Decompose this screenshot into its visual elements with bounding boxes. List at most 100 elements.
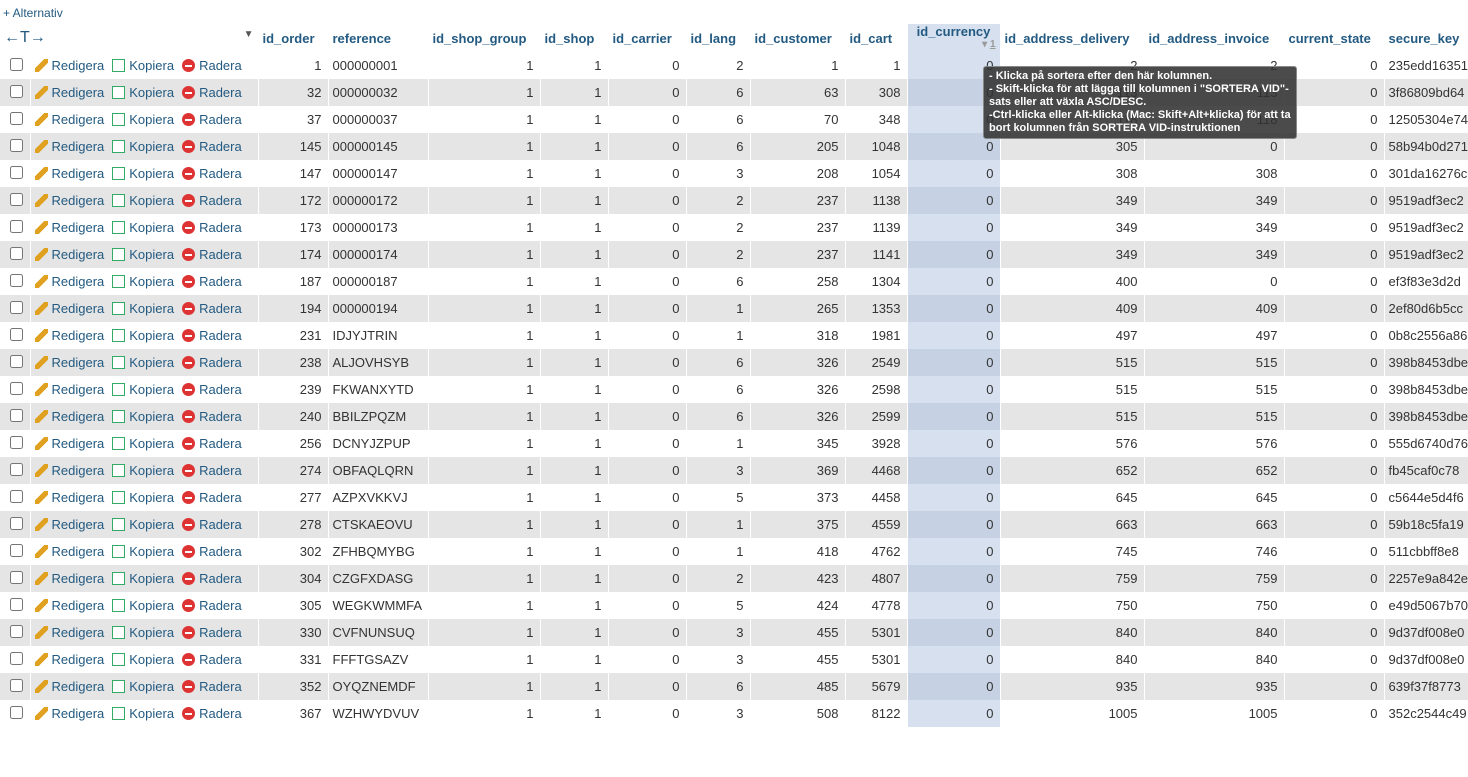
- action-link[interactable]: Kopiera: [112, 679, 174, 694]
- column-header-link[interactable]: id_shop: [544, 30, 595, 46]
- action-link[interactable]: Radera: [182, 409, 242, 424]
- action-label[interactable]: Radera: [199, 355, 242, 370]
- column-header-link[interactable]: id_address_delivery: [1004, 30, 1130, 46]
- action-label[interactable]: Redigera: [51, 328, 105, 343]
- action-label[interactable]: Radera: [199, 328, 242, 343]
- action-label[interactable]: Kopiera: [129, 85, 175, 100]
- action-link[interactable]: Redigera: [34, 463, 105, 478]
- action-label[interactable]: Radera: [199, 598, 242, 613]
- action-label[interactable]: Redigera: [51, 463, 105, 478]
- action-label[interactable]: Redigera: [51, 301, 105, 316]
- action-label[interactable]: Kopiera: [129, 679, 175, 694]
- action-label[interactable]: Radera: [199, 544, 242, 559]
- action-link[interactable]: Redigera: [34, 679, 104, 694]
- action-link[interactable]: Radera: [182, 166, 242, 181]
- action-link[interactable]: Redigera: [34, 85, 105, 100]
- action-link[interactable]: Kopiera: [112, 436, 174, 451]
- action-label[interactable]: Kopiera: [129, 517, 175, 532]
- action-link[interactable]: Kopiera: [112, 85, 174, 100]
- action-label[interactable]: Kopiera: [129, 544, 175, 559]
- column-header-link[interactable]: id_cart: [849, 30, 893, 46]
- action-link[interactable]: Kopiera: [112, 193, 174, 208]
- action-link[interactable]: Kopiera: [112, 463, 174, 478]
- action-label[interactable]: Radera: [199, 625, 242, 640]
- row-checkbox[interactable]: [10, 300, 23, 314]
- action-link[interactable]: Radera: [182, 463, 242, 478]
- action-link[interactable]: Radera: [182, 652, 242, 667]
- action-label[interactable]: Kopiera: [129, 463, 175, 478]
- row-checkbox[interactable]: [10, 138, 23, 152]
- action-link[interactable]: Redigera: [34, 490, 104, 505]
- action-label[interactable]: Radera: [199, 490, 242, 505]
- action-link[interactable]: Redigera: [34, 247, 104, 262]
- action-label[interactable]: Kopiera: [129, 571, 175, 586]
- action-link[interactable]: Kopiera: [112, 625, 174, 640]
- action-link[interactable]: Redigera: [34, 301, 105, 316]
- action-label[interactable]: Kopiera: [129, 625, 175, 640]
- action-link[interactable]: Kopiera: [112, 490, 174, 505]
- action-label[interactable]: Redigera: [51, 58, 105, 73]
- action-label[interactable]: Radera: [199, 139, 242, 154]
- action-label[interactable]: Radera: [199, 706, 242, 721]
- column-header-link[interactable]: id_customer: [754, 30, 832, 46]
- action-link[interactable]: Redigera: [34, 166, 104, 181]
- row-checkbox[interactable]: [10, 570, 23, 584]
- action-link[interactable]: Redigera: [34, 409, 104, 424]
- action-label[interactable]: Redigera: [51, 355, 105, 370]
- action-link[interactable]: Kopiera: [112, 706, 174, 721]
- action-label[interactable]: Redigera: [51, 382, 105, 397]
- action-link[interactable]: Redigera: [34, 193, 105, 208]
- action-link[interactable]: Kopiera: [112, 274, 174, 289]
- action-label[interactable]: Redigera: [51, 544, 105, 559]
- action-label[interactable]: Redigera: [51, 139, 105, 154]
- action-label[interactable]: Redigera: [51, 220, 105, 235]
- row-checkbox[interactable]: [10, 327, 23, 341]
- options-link[interactable]: + Alternativ: [3, 6, 63, 20]
- action-link[interactable]: Radera: [182, 355, 242, 370]
- action-label[interactable]: Radera: [199, 166, 242, 181]
- action-label[interactable]: Radera: [199, 85, 242, 100]
- action-label[interactable]: Radera: [199, 679, 242, 694]
- row-checkbox[interactable]: [10, 597, 23, 611]
- action-label[interactable]: Redigera: [51, 85, 105, 100]
- action-label[interactable]: Kopiera: [129, 382, 175, 397]
- action-link[interactable]: Kopiera: [112, 571, 174, 586]
- action-label[interactable]: Redigera: [51, 193, 105, 208]
- column-header-link[interactable]: current_state: [1288, 30, 1371, 46]
- action-label[interactable]: Radera: [199, 652, 242, 667]
- column-header-link[interactable]: id_address_invoice: [1148, 30, 1270, 46]
- action-label[interactable]: Radera: [199, 58, 242, 73]
- row-checkbox[interactable]: [10, 246, 23, 260]
- action-label[interactable]: Radera: [199, 193, 242, 208]
- action-label[interactable]: Kopiera: [129, 409, 175, 424]
- row-checkbox[interactable]: [10, 651, 23, 665]
- column-header-link[interactable]: id_shop_group: [432, 30, 527, 46]
- row-checkbox[interactable]: [10, 543, 23, 557]
- action-label[interactable]: Radera: [199, 220, 242, 235]
- action-link[interactable]: Radera: [182, 274, 242, 289]
- action-link[interactable]: Kopiera: [112, 409, 174, 424]
- action-link[interactable]: Redigera: [34, 625, 104, 640]
- action-link[interactable]: Redigera: [34, 328, 105, 343]
- row-checkbox[interactable]: [10, 354, 23, 368]
- column-header-link[interactable]: id_lang: [690, 30, 737, 46]
- action-label[interactable]: Kopiera: [129, 139, 175, 154]
- action-label[interactable]: Radera: [199, 112, 242, 127]
- action-label[interactable]: Kopiera: [129, 166, 175, 181]
- action-link[interactable]: Radera: [182, 85, 242, 100]
- action-link[interactable]: Kopiera: [112, 58, 174, 73]
- column-header-link[interactable]: id_order: [262, 30, 315, 46]
- row-checkbox[interactable]: [10, 219, 23, 233]
- action-link[interactable]: Kopiera: [112, 382, 174, 397]
- action-link[interactable]: Kopiera: [112, 112, 174, 127]
- dropdown-arrow[interactable]: ▼: [243, 29, 254, 40]
- row-checkbox[interactable]: [10, 462, 23, 476]
- action-link[interactable]: Radera: [182, 247, 242, 262]
- action-label[interactable]: Kopiera: [129, 355, 175, 370]
- row-checkbox[interactable]: [10, 435, 23, 449]
- action-label[interactable]: Redigera: [51, 571, 105, 586]
- row-checkbox[interactable]: [10, 408, 23, 422]
- action-label[interactable]: Kopiera: [129, 328, 175, 343]
- row-checkbox[interactable]: [10, 489, 23, 503]
- column-toggle[interactable]: ←T→: [4, 29, 46, 46]
